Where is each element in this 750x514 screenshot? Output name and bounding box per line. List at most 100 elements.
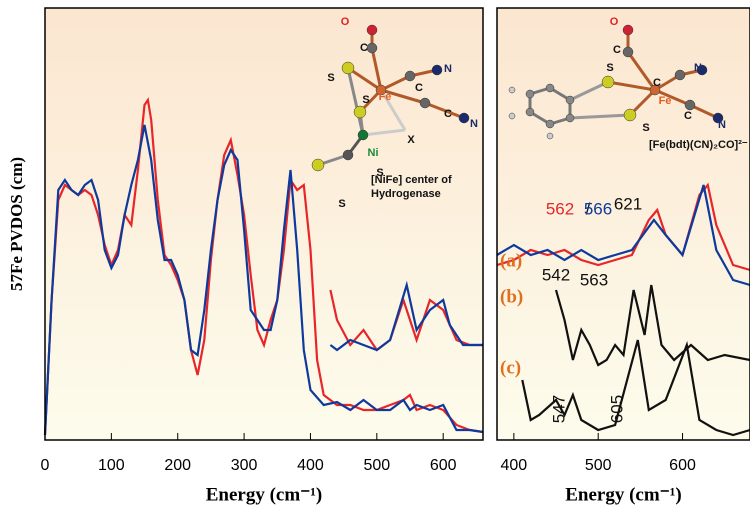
- atom: [508, 86, 516, 94]
- atom: [565, 95, 575, 105]
- atom: [342, 149, 354, 161]
- atom: [353, 105, 367, 119]
- atom: [545, 119, 555, 129]
- x-tick-label: 200: [164, 457, 191, 474]
- spectrum-line: [43, 97, 484, 436]
- x-tick-label: 600: [430, 457, 457, 474]
- y-axis-label: 57Fe PVDOS (cm): [7, 157, 26, 291]
- x-tick-label: 300: [231, 457, 258, 474]
- atom-label: N: [694, 62, 702, 74]
- x-tick-label: 600: [669, 457, 696, 474]
- atom: [404, 70, 416, 82]
- atom: [366, 24, 378, 36]
- atom: [431, 64, 443, 76]
- annotation: /: [586, 199, 591, 218]
- spectrum-line: [43, 124, 484, 436]
- bond: [626, 51, 657, 91]
- atom: [601, 75, 615, 89]
- annotation: 562: [546, 199, 574, 218]
- atom-label: X: [407, 134, 415, 146]
- atom: [341, 61, 355, 75]
- atom: [545, 83, 555, 93]
- x-axis-label: Energy (cm⁻¹): [565, 484, 682, 505]
- atom-label: N: [718, 119, 726, 131]
- atom-label: O: [610, 16, 619, 28]
- bond: [424, 101, 465, 120]
- atom: [458, 112, 470, 124]
- bond: [654, 88, 691, 107]
- annotation: 566: [584, 199, 612, 218]
- bond: [607, 80, 656, 92]
- atom: [684, 99, 696, 111]
- bond: [380, 88, 426, 105]
- panel-frame: [496, 7, 750, 441]
- atom-label: N: [470, 118, 478, 130]
- bond: [380, 74, 411, 92]
- atom-label: S: [606, 62, 613, 74]
- x-tick-label: 100: [98, 457, 125, 474]
- atom-label: S: [338, 198, 345, 210]
- atom: [623, 108, 637, 122]
- spectrum-line: [329, 289, 483, 352]
- atom: [357, 129, 369, 141]
- atom-label: Ni: [368, 147, 379, 159]
- annotation: 605: [607, 395, 626, 423]
- annotation: (a): [500, 250, 522, 271]
- atom: [696, 64, 708, 76]
- atom: [712, 112, 724, 124]
- atom: [622, 46, 634, 58]
- x-tick-label: 500: [585, 457, 612, 474]
- atom-label: C: [415, 82, 423, 94]
- atom-label: C: [360, 42, 368, 54]
- annotation: 563: [580, 270, 608, 289]
- atom: [375, 84, 387, 96]
- atom: [419, 97, 431, 109]
- annotation: (b): [500, 286, 523, 307]
- annotation: 621: [614, 194, 642, 213]
- atom: [674, 69, 686, 81]
- atom-label: O: [341, 16, 350, 28]
- atom-label: S: [327, 72, 334, 84]
- spectrum-line: [554, 284, 750, 367]
- atom-label: Fe: [659, 95, 672, 107]
- spectrum-line: [329, 280, 483, 352]
- atom-label: N: [444, 63, 452, 75]
- bond: [379, 89, 407, 131]
- bond: [569, 80, 609, 102]
- inset-caption: Hydrogenase: [371, 188, 441, 200]
- x-tick-label: 500: [363, 457, 390, 474]
- bond: [347, 66, 382, 92]
- spectrum-line: [496, 184, 750, 287]
- atom-label: S: [642, 122, 649, 134]
- atom: [565, 113, 575, 123]
- atom: [649, 84, 661, 96]
- panel-frame: [44, 7, 484, 441]
- atom: [311, 158, 325, 172]
- atom-label: S: [362, 94, 369, 106]
- inset-caption: [NiFe] center of: [371, 174, 452, 186]
- x-axis-label: Energy (cm⁻¹): [206, 484, 323, 505]
- bond: [362, 128, 406, 137]
- annotation: 547: [549, 395, 568, 423]
- atom: [546, 132, 554, 140]
- x-tick-label: 0: [41, 457, 50, 474]
- atom-label: C: [684, 110, 692, 122]
- atom: [525, 107, 535, 117]
- inset-caption: [Fe(bdt)(CN)₂CO]²⁻: [649, 139, 748, 151]
- panel-background: [497, 8, 750, 440]
- atom-label: C: [444, 108, 452, 120]
- bond: [569, 113, 631, 120]
- atom: [525, 89, 535, 99]
- atom-label: C: [653, 77, 661, 89]
- annotation: (c): [500, 357, 521, 378]
- x-tick-label: 400: [297, 457, 324, 474]
- molecule-drawings: [311, 24, 724, 172]
- atom: [508, 112, 516, 120]
- spectrum-line: [521, 339, 750, 437]
- bond: [370, 47, 383, 91]
- atom: [622, 24, 634, 36]
- annotation: 542: [542, 265, 570, 284]
- atom-label: S: [376, 167, 383, 179]
- atom-label: Fe: [379, 91, 392, 103]
